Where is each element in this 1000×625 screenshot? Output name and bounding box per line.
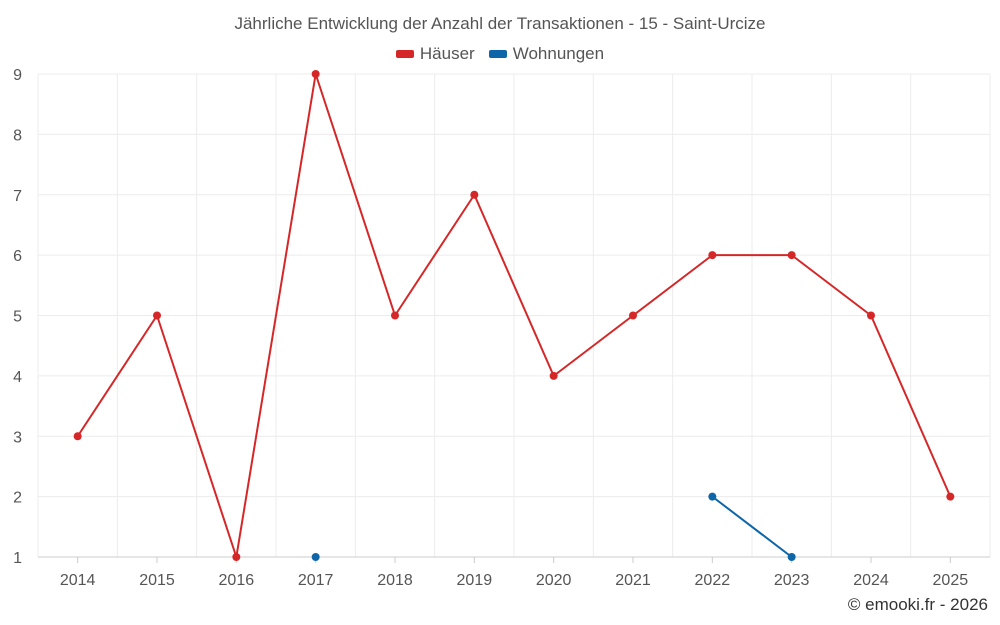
- data-point-1: [311, 553, 320, 561]
- y-tick-label: 7: [13, 188, 22, 205]
- series-line-1: [711, 495, 793, 558]
- chart-title: Jährliche Entwicklung der Anzahl der Tra…: [234, 14, 766, 33]
- data-point-0: [311, 70, 320, 78]
- data-point-0: [867, 311, 875, 320]
- credit-text: © emooki.fr - 2026: [847, 595, 988, 614]
- data-point-0: [153, 311, 161, 320]
- data-point-0: [629, 311, 637, 320]
- x-tick-label: 2021: [615, 572, 651, 589]
- legend-label-wohnungen: Wohnungen: [512, 44, 605, 63]
- y-tick-label: 2: [13, 490, 22, 507]
- data-point-0: [946, 492, 955, 501]
- legend-item-wohnungen[interactable]: Wohnungen: [488, 44, 605, 64]
- data-point-0: [549, 371, 558, 380]
- x-tick-label: 2014: [60, 572, 96, 589]
- x-tick-label: 2018: [377, 572, 413, 589]
- legend-swatch-haeuser: [395, 50, 414, 58]
- legend-label-haeuser: Häuser: [419, 44, 475, 63]
- y-tick-label: 3: [13, 429, 22, 446]
- data-point-0: [470, 190, 479, 199]
- data-point-0: [708, 251, 717, 260]
- x-tick-label: 2020: [536, 572, 572, 589]
- data-point-0: [787, 251, 796, 260]
- x-tick-label: 2015: [139, 572, 175, 589]
- x-tick-label: 2024: [853, 572, 889, 589]
- x-tick-label: 2022: [695, 572, 731, 589]
- legend-item-haeuser[interactable]: Häuser: [395, 44, 475, 64]
- x-tick-label: 2025: [933, 572, 969, 589]
- y-tick-label: 5: [13, 309, 22, 326]
- data-point-1: [787, 553, 796, 561]
- x-tick-label: 2023: [774, 572, 810, 589]
- y-tick-label: 9: [13, 67, 22, 84]
- data-point-0: [73, 432, 82, 441]
- y-tick-label: 4: [13, 369, 22, 386]
- series-line-0: [76, 73, 952, 558]
- data-point-0: [232, 553, 241, 561]
- x-tick-label: 2019: [457, 572, 493, 589]
- data-point-0: [391, 311, 399, 320]
- legend-swatch-wohnungen: [488, 50, 507, 58]
- legend: Häuser Wohnungen: [0, 44, 1000, 64]
- x-tick-label: 2016: [219, 572, 255, 589]
- x-tick-label: 2017: [298, 572, 334, 589]
- y-tick-label: 6: [13, 248, 22, 265]
- y-tick-label: 1: [13, 550, 22, 567]
- data-point-1: [708, 492, 717, 501]
- y-tick-label: 8: [13, 127, 22, 144]
